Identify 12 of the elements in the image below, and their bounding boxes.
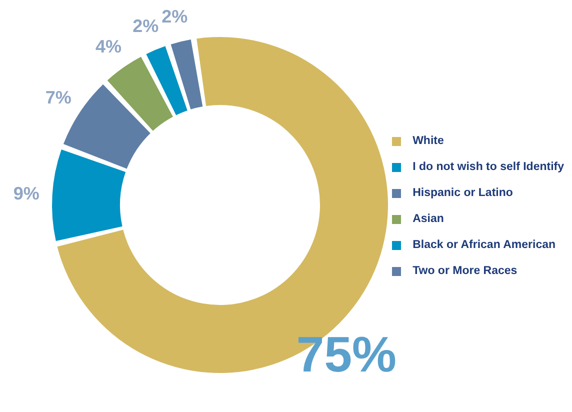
data-label: 9% — [13, 183, 40, 204]
legend-label: Hispanic or Latino — [412, 187, 513, 199]
data-label: 2% — [132, 16, 159, 36]
legend-label: White — [412, 135, 444, 147]
data-label: 7% — [45, 88, 72, 108]
legend-label: Asian — [412, 213, 444, 225]
data-label: 2% — [162, 6, 188, 26]
data-label: 75% — [296, 326, 396, 383]
legend-label: Black or African American — [412, 239, 556, 251]
legend-label: Two or More Races — [412, 265, 518, 277]
legend-label: I do not wish to self Identify — [412, 161, 564, 173]
data-label: 4% — [95, 36, 122, 56]
